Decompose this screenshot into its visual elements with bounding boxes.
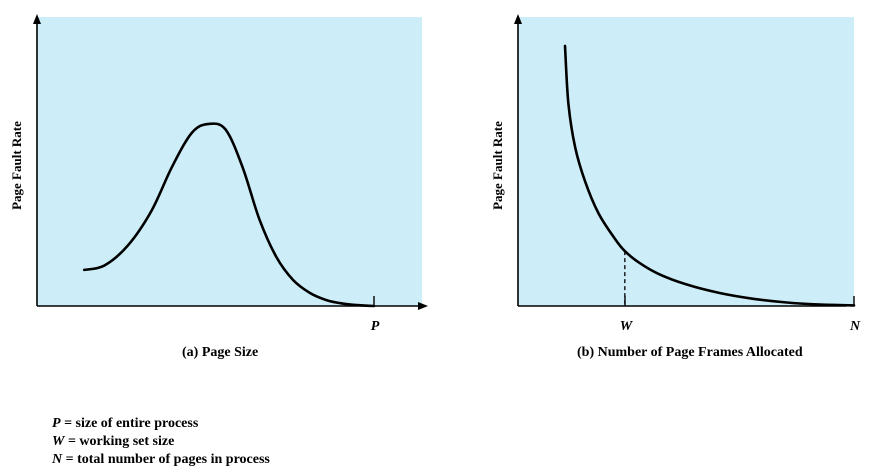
legend-symbol: W — [52, 434, 65, 449]
page-fault-curve — [563, 44, 856, 307]
y-axis-label: Page Fault Rate — [490, 121, 505, 210]
y-axis-arrow — [514, 14, 522, 24]
legend: P = size of entire process W = working s… — [52, 415, 270, 469]
legend-symbol: P — [52, 416, 61, 431]
plot-area — [518, 17, 854, 306]
legend-item-p: P = size of entire process — [52, 415, 270, 433]
legend-text: = total number of pages in process — [62, 452, 270, 467]
caption-a: (a) Page Size — [182, 345, 259, 360]
legend-item-n: N = total number of pages in process — [52, 451, 270, 469]
x-tick-label: N — [849, 319, 861, 334]
plot-area — [37, 17, 422, 306]
x-tick-label: W — [620, 319, 634, 334]
caption-b: (b) Number of Page Frames Allocated — [577, 345, 803, 360]
page-fault-curve — [82, 122, 376, 308]
y-axis-arrow — [33, 14, 41, 24]
y-axis-label: Page Fault Rate — [9, 121, 24, 210]
legend-text: = size of entire process — [60, 416, 199, 431]
legend-item-w: W = working set size — [52, 433, 270, 451]
legend-text: = working set size — [64, 434, 175, 449]
legend-symbol: N — [52, 452, 63, 467]
x-tick-label: P — [371, 319, 380, 334]
x-axis-arrow — [418, 302, 428, 310]
